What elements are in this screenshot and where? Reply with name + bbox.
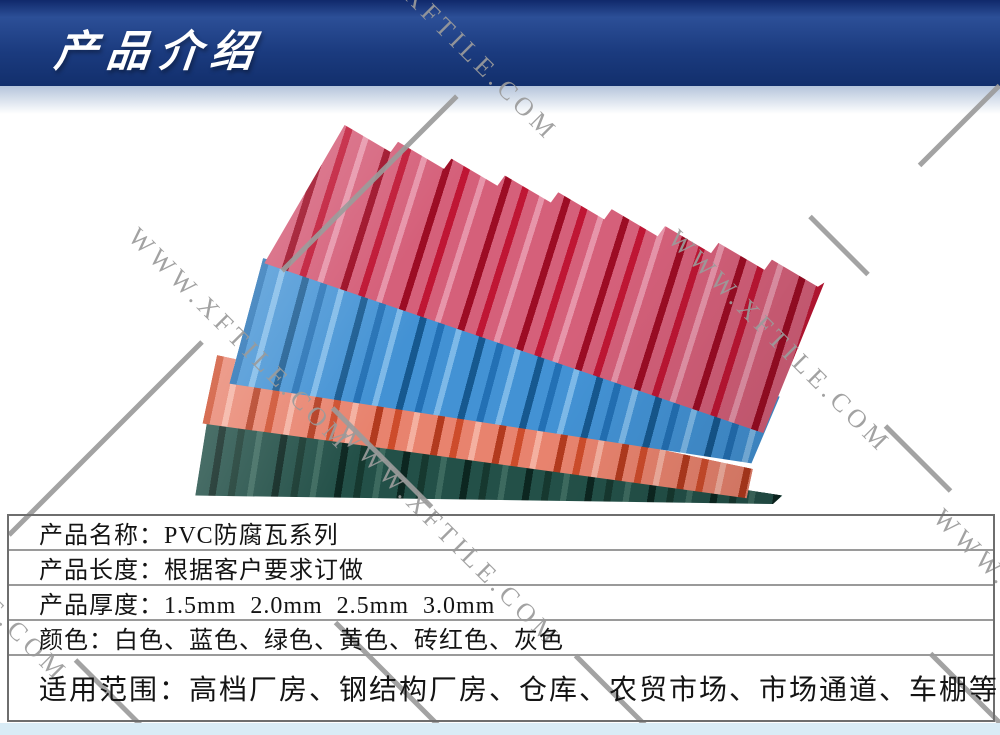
spec-row-colors: 颜色：白色、蓝色、绿色、黄色、砖红色、灰色	[9, 619, 993, 654]
header-banner-fade	[0, 86, 1000, 114]
spec-table: 产品名称：PVC防腐瓦系列 产品长度：根据客户要求订做 产品厚度：1.5mm 2…	[7, 514, 997, 722]
spec-row-product-length: 产品长度：根据客户要求订做	[9, 549, 993, 584]
spec-row-product-name: 产品名称：PVC防腐瓦系列	[39, 523, 339, 549]
spec-row-application-scope: 适用范围：高档厂房、钢结构厂房、仓库、农贸市场、市场通道、车棚等	[9, 654, 997, 720]
footer-strip	[0, 723, 1000, 735]
spec-row-product-thickness: 产品厚度：1.5mm 2.0mm 2.5mm 3.0mm	[9, 584, 993, 619]
header-banner	[0, 0, 1000, 86]
